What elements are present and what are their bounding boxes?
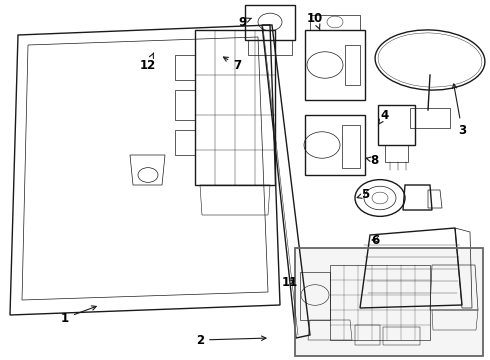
Text: 11: 11 bbox=[282, 275, 298, 288]
Text: 5: 5 bbox=[357, 189, 369, 202]
Text: 8: 8 bbox=[366, 153, 378, 166]
Text: 10: 10 bbox=[307, 12, 323, 30]
Text: 7: 7 bbox=[223, 57, 241, 72]
Text: 3: 3 bbox=[452, 84, 466, 136]
Text: 1: 1 bbox=[61, 306, 96, 324]
Text: 2: 2 bbox=[196, 333, 266, 346]
Polygon shape bbox=[295, 248, 483, 356]
Text: 12: 12 bbox=[140, 53, 156, 72]
Text: 4: 4 bbox=[378, 108, 389, 125]
Text: 6: 6 bbox=[371, 234, 379, 247]
Text: 9: 9 bbox=[238, 15, 251, 28]
